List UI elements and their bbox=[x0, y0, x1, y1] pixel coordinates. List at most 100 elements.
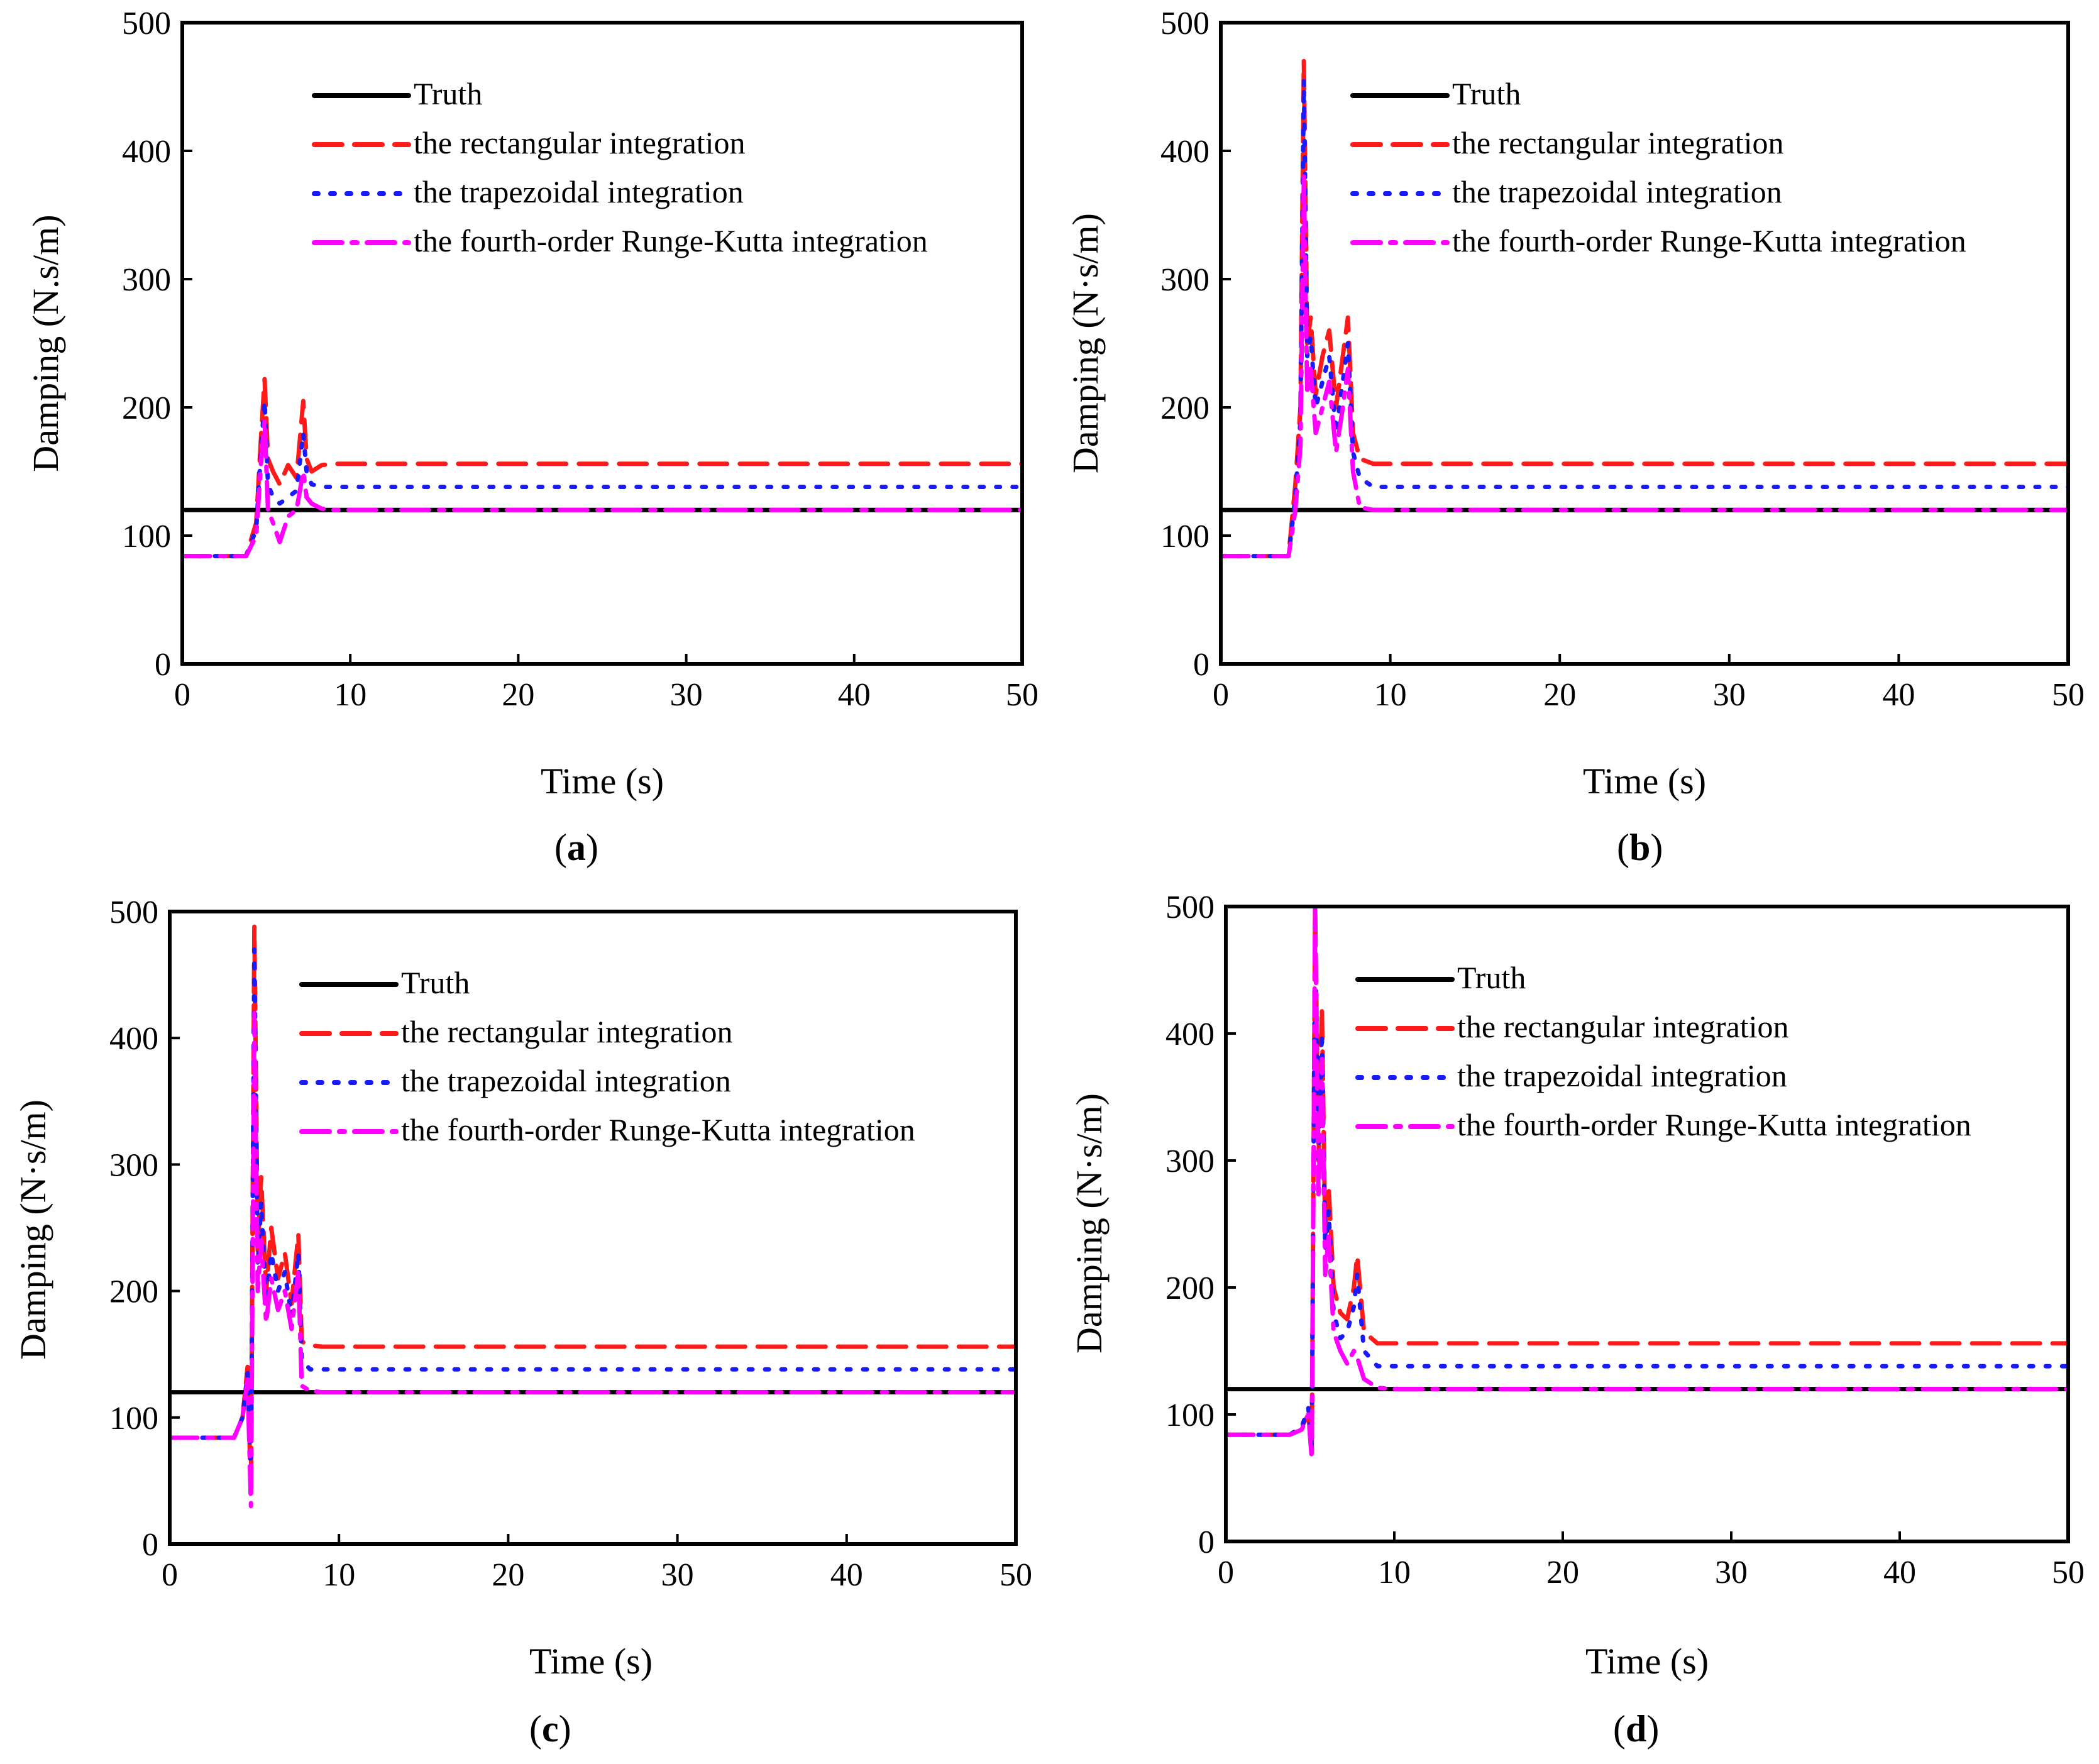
y-tick-label: 300 bbox=[109, 1147, 158, 1183]
x-tick-label: 10 bbox=[334, 677, 366, 713]
chart-c-frame bbox=[168, 910, 1018, 1546]
legend-label-1: Truth bbox=[401, 965, 470, 1000]
x-tick-label: 10 bbox=[1378, 1555, 1411, 1590]
legend-label-4: the fourth-order Runge-Kutta integration bbox=[1452, 223, 1966, 258]
chart-d-legend: Truth the rectangular integration the trap… bbox=[1355, 960, 1971, 1142]
x-tick-label: 50 bbox=[1006, 677, 1038, 713]
chart-b-xlabel: Time (s) bbox=[1583, 761, 1706, 802]
x-tick-label: 40 bbox=[1883, 1555, 1916, 1590]
y-tick-label: 100 bbox=[109, 1401, 158, 1436]
series-line-4 bbox=[182, 417, 1022, 559]
x-tick-label: 30 bbox=[1715, 1555, 1748, 1590]
chart-a-panel-label: (a) bbox=[554, 827, 598, 868]
x-tick-label: 20 bbox=[502, 677, 534, 713]
y-tick-label: 500 bbox=[1165, 890, 1215, 925]
y-tick-label: 500 bbox=[109, 895, 158, 930]
y-tick-label: 0 bbox=[1193, 647, 1209, 683]
x-tick-label: 20 bbox=[492, 1557, 524, 1593]
x-tick-label: 50 bbox=[2052, 677, 2085, 713]
chart-a-marks bbox=[182, 377, 1022, 559]
series-line-3 bbox=[182, 399, 1022, 559]
chart-d-ylabel: Damping (N·s/m) bbox=[1069, 1093, 1110, 1353]
x-tick-label: 30 bbox=[661, 1557, 694, 1593]
y-tick-label: 200 bbox=[1165, 1271, 1215, 1306]
x-tick-label: 0 bbox=[162, 1557, 178, 1593]
chart-c-legend: Truth the rectangular integration the trap… bbox=[299, 965, 915, 1147]
legend-label-2: the rectangular integration bbox=[414, 125, 746, 160]
chart-d-panel-label: (d) bbox=[1613, 1708, 1659, 1750]
series-line-3 bbox=[1221, 78, 2068, 559]
y-tick-label: 300 bbox=[1160, 262, 1209, 298]
legend-label-3: the trapezoidal integration bbox=[401, 1063, 731, 1098]
chart-c-xlabel: Time (s) bbox=[529, 1641, 653, 1682]
chart-d-xlabel: Time (s) bbox=[1585, 1641, 1709, 1682]
legend-label-3: the trapezoidal integration bbox=[1457, 1058, 1787, 1093]
x-tick-label: 40 bbox=[830, 1557, 863, 1593]
legend-label-3: the trapezoidal integration bbox=[414, 174, 744, 209]
x-tick-label: 10 bbox=[322, 1557, 355, 1593]
chart-panel-a: 0 10 20 30 40 50 0 100 200 300 400 500 Truth the rec… bbox=[0, 0, 1050, 880]
chart-a-ylabel: Damping (N.s/m) bbox=[25, 214, 66, 471]
y-tick-label: 0 bbox=[142, 1527, 158, 1563]
legend-label-1: Truth bbox=[414, 76, 482, 111]
series-line-3 bbox=[170, 947, 1016, 1483]
chart-b-legend: Truth the rectangular integration the trap… bbox=[1350, 76, 1966, 258]
series-line-2 bbox=[1221, 58, 2068, 559]
series-line-3 bbox=[1226, 917, 2068, 1448]
y-tick-label: 200 bbox=[1160, 390, 1209, 426]
chart-b-frame bbox=[1219, 21, 2070, 666]
legend-label-4: the fourth-order Runge-Kutta integration bbox=[1457, 1107, 1971, 1142]
y-tick-label: 500 bbox=[122, 6, 171, 41]
legend-label-1: Truth bbox=[1452, 76, 1521, 111]
chart-b-marks bbox=[1221, 58, 2068, 559]
x-tick-label: 50 bbox=[2052, 1555, 2085, 1590]
x-tick-label: 0 bbox=[174, 677, 190, 713]
y-tick-label: 0 bbox=[155, 647, 171, 683]
legend-label-2: the rectangular integration bbox=[401, 1014, 733, 1049]
x-tick-label: 0 bbox=[1213, 677, 1229, 713]
legend-label-1: Truth bbox=[1457, 960, 1526, 995]
y-tick-label: 300 bbox=[1165, 1144, 1215, 1179]
series-line-4 bbox=[1221, 174, 2068, 559]
x-tick-label: 20 bbox=[1546, 1555, 1579, 1590]
chart-c-marks bbox=[170, 924, 1016, 1509]
chart-c-ylabel: Damping (N·s/m) bbox=[13, 1100, 53, 1360]
x-tick-label: 30 bbox=[670, 677, 703, 713]
series-line-2 bbox=[170, 924, 1016, 1496]
chart-panel-c: 0 10 20 30 40 50 0 100 200 300 400 500 Truth the rec… bbox=[0, 880, 1050, 1761]
y-tick-label: 0 bbox=[1198, 1524, 1215, 1560]
x-tick-label: 40 bbox=[838, 677, 871, 713]
chart-c-panel-label: (c) bbox=[529, 1708, 571, 1750]
y-tick-label: 400 bbox=[1165, 1017, 1215, 1052]
series-line-4 bbox=[1226, 907, 2068, 1462]
chart-a-panel-letter: a bbox=[567, 827, 586, 868]
series-line-4 bbox=[170, 1010, 1016, 1509]
y-tick-label: 500 bbox=[1160, 6, 1209, 41]
legend-label-4: the fourth-order Runge-Kutta integration bbox=[401, 1112, 915, 1147]
legend-label-3: the trapezoidal integration bbox=[1452, 174, 1782, 209]
y-tick-label: 100 bbox=[122, 519, 171, 554]
y-tick-label: 400 bbox=[1160, 134, 1209, 170]
x-tick-label: 40 bbox=[1882, 677, 1915, 713]
y-tick-label: 400 bbox=[109, 1021, 158, 1057]
legend-label-4: the fourth-order Runge-Kutta integration bbox=[414, 223, 928, 258]
chart-b-ylabel: Damping (N·s/m) bbox=[1065, 213, 1106, 473]
series-line-2 bbox=[182, 377, 1022, 559]
y-tick-label: 100 bbox=[1165, 1397, 1215, 1433]
x-tick-label: 10 bbox=[1374, 677, 1407, 713]
x-tick-label: 50 bbox=[1000, 1557, 1032, 1593]
x-tick-label: 20 bbox=[1543, 677, 1576, 713]
chart-b-panel-label: (b) bbox=[1617, 827, 1663, 868]
chart-d-marks bbox=[1226, 907, 2068, 1462]
series-line-2 bbox=[1226, 907, 2068, 1455]
chart-b-panel-letter: b bbox=[1629, 827, 1650, 868]
chart-a-frame bbox=[180, 21, 1024, 666]
